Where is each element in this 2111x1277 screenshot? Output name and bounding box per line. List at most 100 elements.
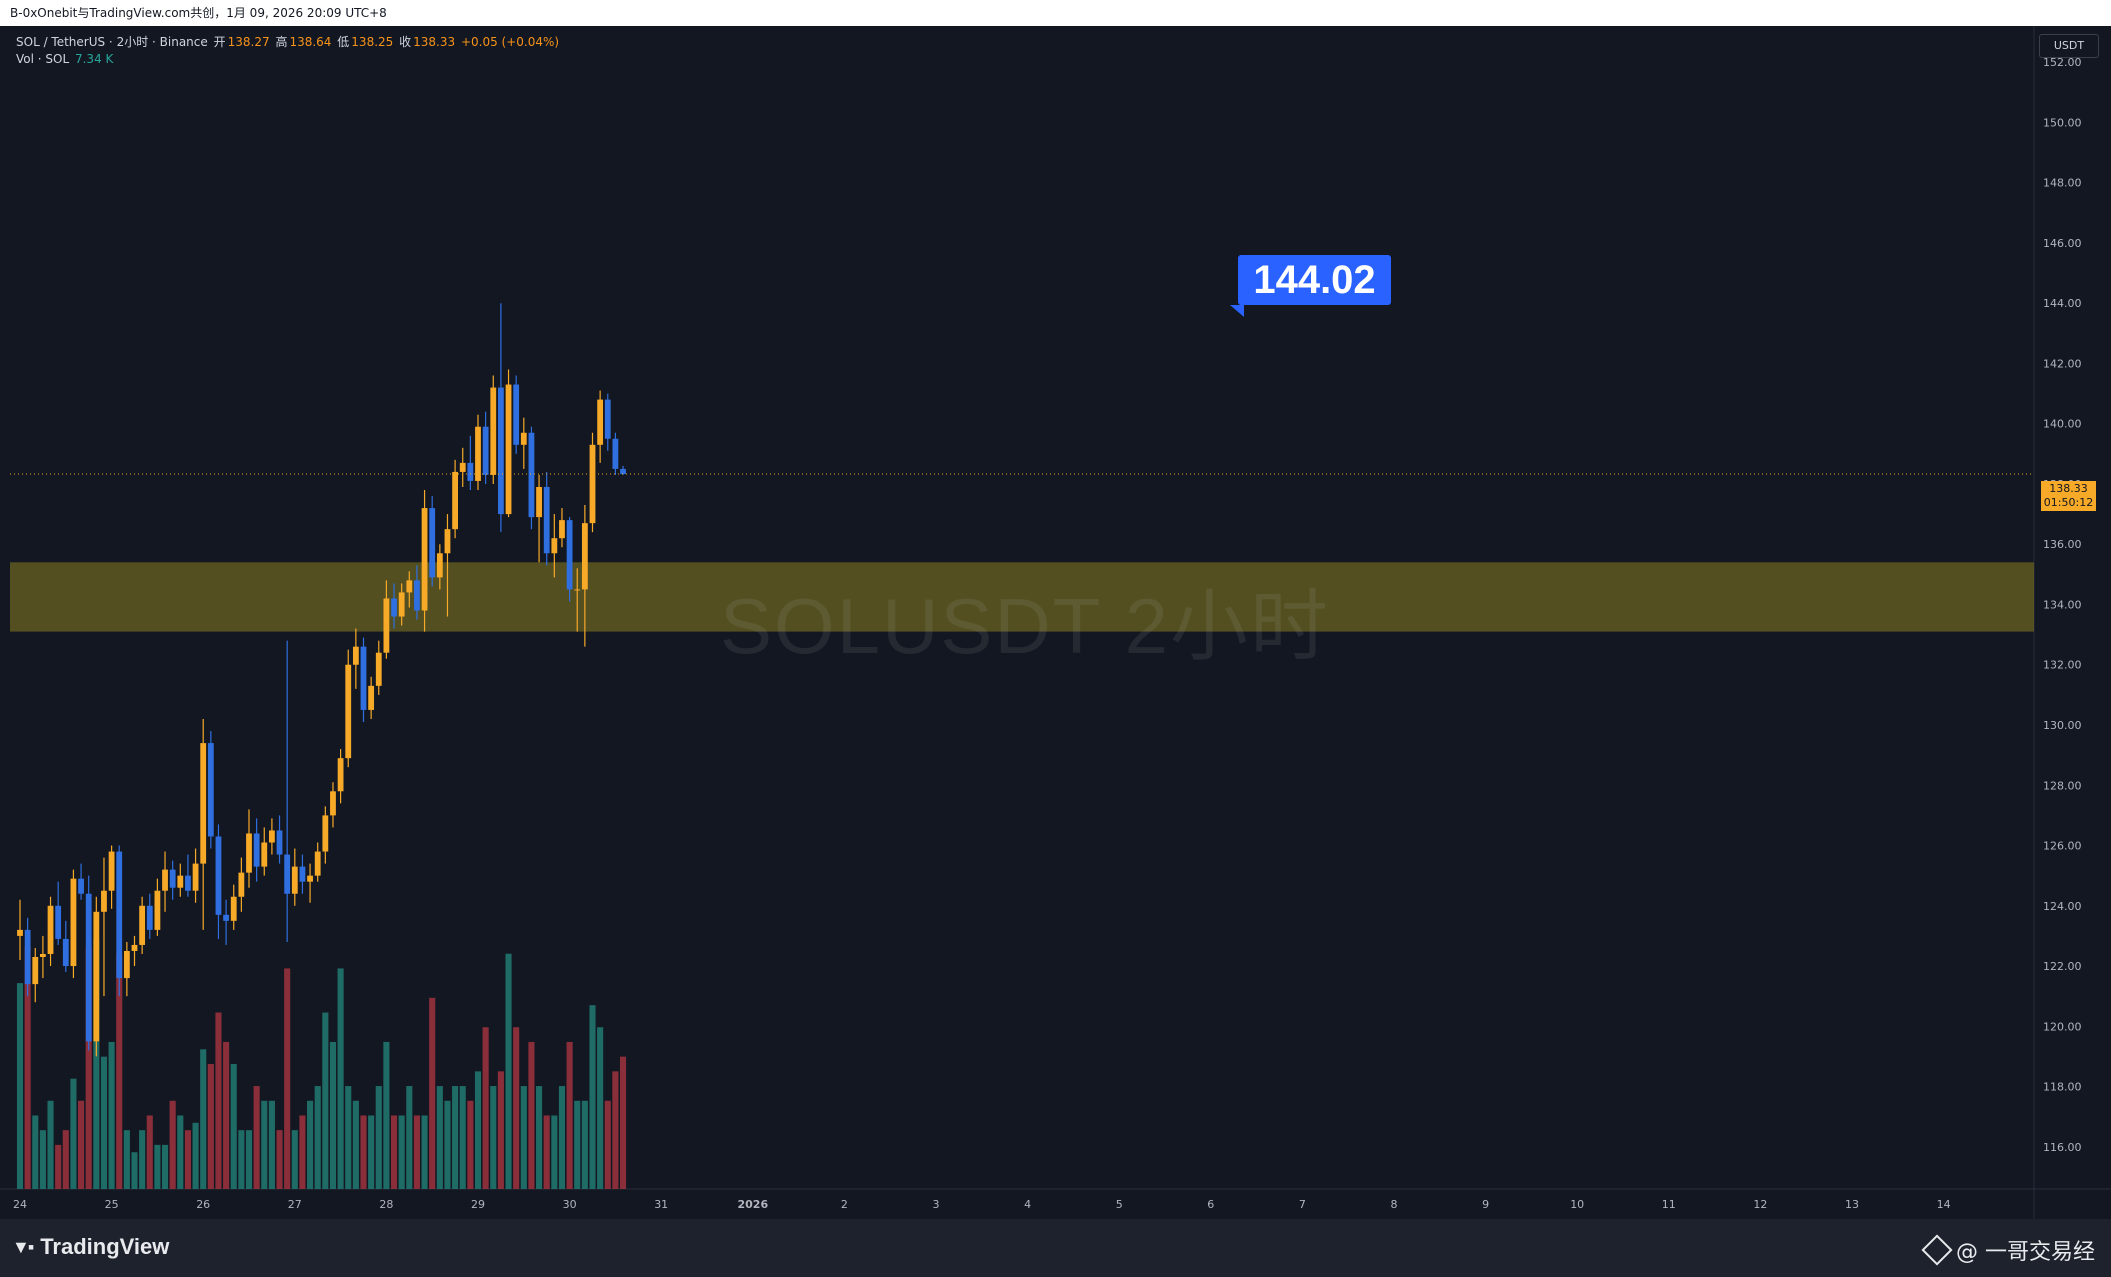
volume-bar bbox=[70, 1078, 77, 1189]
volume-bar bbox=[566, 1041, 573, 1189]
volume-bar bbox=[322, 1012, 329, 1189]
candle-body bbox=[146, 905, 153, 930]
candle-body bbox=[70, 878, 77, 967]
time-tick-label: 14 bbox=[1937, 1198, 1951, 1211]
chart-canvas[interactable]: 116.00 118.00 120.00 122.00 124.00 126.00 128.… bbox=[0, 26, 2111, 1219]
volume-bar bbox=[452, 1086, 459, 1189]
candle-body bbox=[597, 399, 604, 445]
candle-body bbox=[24, 929, 31, 985]
volume-bar bbox=[116, 953, 123, 1189]
volume-bar bbox=[307, 1100, 314, 1189]
price-tick-label: 134.00 bbox=[2043, 598, 2082, 611]
high-price-callout[interactable]: 144.02 bbox=[1238, 255, 1391, 305]
volume-bar bbox=[337, 968, 344, 1189]
volume-bar bbox=[612, 1071, 619, 1189]
candle-body bbox=[207, 743, 214, 837]
candle-body bbox=[383, 598, 390, 653]
open-value: 138.27 bbox=[227, 35, 270, 49]
volume-label[interactable]: Vol · SOL bbox=[16, 52, 70, 66]
volume-bar bbox=[108, 1041, 115, 1189]
volume-bar bbox=[513, 1027, 520, 1189]
symbol-legend: SOL / TetherUS · 2小时 · Binance 开 138.27 高… bbox=[16, 34, 561, 68]
low-value: 138.25 bbox=[351, 35, 394, 49]
candle-body bbox=[123, 950, 130, 979]
volume-bar bbox=[459, 1086, 466, 1189]
candle-body bbox=[101, 890, 107, 912]
author-credit-text: @ 一哥交易经 bbox=[1956, 1240, 2095, 1265]
time-tick-label: 24 bbox=[13, 1198, 27, 1211]
volume-bar bbox=[429, 997, 436, 1189]
candle-body bbox=[360, 646, 367, 710]
price-tick-label: 142.00 bbox=[2043, 357, 2082, 370]
time-tick-label: 5 bbox=[1116, 1198, 1123, 1211]
candle-body bbox=[185, 875, 191, 891]
time-tick-label: 10 bbox=[1570, 1198, 1584, 1211]
volume-bar bbox=[528, 1041, 535, 1189]
candle-body bbox=[444, 529, 451, 554]
footer-bar: ▼▪ TradingView @ 一哥交易经 bbox=[0, 1219, 2111, 1277]
candle-body bbox=[391, 598, 397, 617]
time-tick-label: 27 bbox=[288, 1198, 302, 1211]
candle-body bbox=[139, 905, 146, 945]
tradingview-logo[interactable]: ▼▪ TradingView bbox=[12, 1234, 169, 1260]
volume-bar bbox=[253, 1086, 260, 1189]
volume-bar bbox=[490, 1086, 497, 1189]
volume-bar bbox=[558, 1086, 566, 1189]
candle-body bbox=[604, 399, 611, 439]
candle-body bbox=[169, 869, 176, 888]
candle-body bbox=[307, 875, 313, 882]
candle-body bbox=[108, 851, 115, 891]
volume-bar bbox=[207, 1064, 214, 1189]
candle-body bbox=[154, 890, 161, 930]
volume-bar bbox=[345, 1086, 352, 1189]
volume-bar bbox=[352, 1100, 359, 1189]
volume-bar bbox=[261, 1100, 268, 1189]
candle-body bbox=[299, 866, 306, 882]
volume-bar bbox=[200, 1049, 207, 1189]
volume-bar bbox=[406, 1086, 413, 1189]
time-tick-label: 4 bbox=[1024, 1198, 1031, 1211]
currency-unit-button[interactable]: USDT bbox=[2039, 34, 2099, 58]
time-tick-label: 2026 bbox=[737, 1198, 768, 1211]
time-tick-label: 26 bbox=[196, 1198, 210, 1211]
price-tick-label: 152.00 bbox=[2043, 56, 2082, 69]
candle-body bbox=[337, 758, 344, 792]
last-price-value: 138.33 bbox=[2049, 482, 2088, 495]
volume-bar bbox=[497, 1071, 504, 1189]
volume-bar bbox=[32, 1115, 39, 1189]
volume-bar bbox=[413, 1115, 420, 1189]
volume-bar bbox=[154, 1144, 161, 1189]
volume-bar bbox=[536, 1086, 543, 1189]
price-tick-label: 130.00 bbox=[2043, 719, 2082, 732]
candle-body bbox=[368, 685, 375, 710]
volume-bar bbox=[467, 1100, 474, 1189]
chart-frame[interactable]: 116.00 118.00 120.00 122.00 124.00 126.00 128.… bbox=[0, 26, 2111, 1219]
candle-body bbox=[559, 520, 565, 539]
candle-body bbox=[436, 553, 443, 578]
bar-countdown: 01:50:12 bbox=[2043, 496, 2094, 509]
candle-body bbox=[612, 438, 619, 469]
candle-body bbox=[200, 743, 207, 864]
volume-bar bbox=[192, 1122, 199, 1189]
candle-body bbox=[543, 486, 550, 554]
candle-body bbox=[32, 957, 39, 985]
symbol-name[interactable]: SOL / TetherUS · 2小时 · Binance bbox=[16, 35, 208, 49]
time-tick-label: 28 bbox=[379, 1198, 393, 1211]
volume-bar bbox=[574, 1100, 581, 1189]
candle-body bbox=[276, 830, 283, 855]
volume-bar bbox=[245, 1130, 253, 1189]
candle-body bbox=[284, 854, 291, 894]
candle-body bbox=[238, 872, 245, 897]
candle-body bbox=[47, 905, 54, 954]
volume-bar bbox=[215, 1012, 222, 1189]
candle-body bbox=[131, 944, 138, 951]
close-value: 138.33 bbox=[413, 35, 456, 49]
candle-body bbox=[475, 426, 481, 481]
price-tick-label: 124.00 bbox=[2043, 900, 2082, 913]
candle-body bbox=[429, 508, 436, 578]
candle-body bbox=[398, 592, 405, 617]
candle-body bbox=[375, 652, 382, 686]
time-tick-label: 3 bbox=[933, 1198, 940, 1211]
candle-body bbox=[467, 462, 474, 481]
candle-body bbox=[490, 387, 497, 475]
